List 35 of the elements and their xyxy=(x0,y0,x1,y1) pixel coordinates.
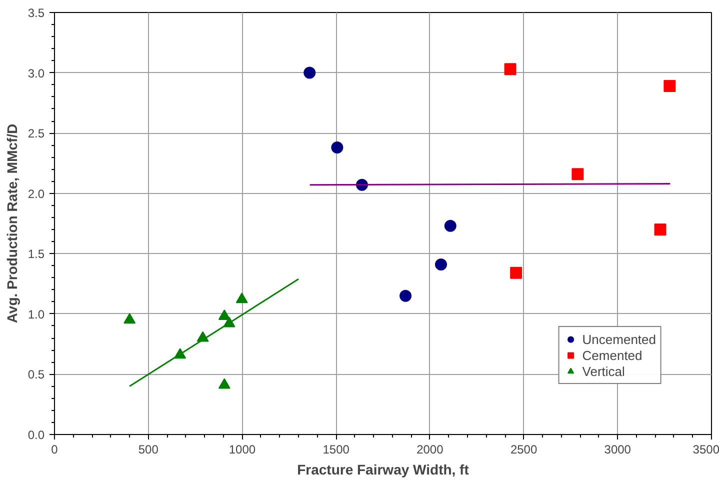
y-tick-label: 2.0 xyxy=(28,186,45,201)
point xyxy=(218,309,230,320)
point xyxy=(654,224,666,236)
point xyxy=(331,142,344,154)
x-tick-label: 2500 xyxy=(510,442,538,456)
y-tick-label: 0.5 xyxy=(28,368,45,382)
x-tick-label: 2000 xyxy=(416,442,444,456)
point xyxy=(400,290,412,302)
legend-label: Cemented xyxy=(582,347,642,363)
point xyxy=(664,80,676,92)
x-tick-label: 500 xyxy=(138,442,159,456)
point xyxy=(510,266,522,279)
x-axis-title: Fracture Fairway Width, ft xyxy=(297,462,470,478)
y-tick-label: 3.0 xyxy=(28,66,45,80)
x-tick-label: 3500 xyxy=(692,442,719,456)
x-tick-label: 3000 xyxy=(604,442,632,456)
point xyxy=(304,66,316,79)
point xyxy=(444,220,456,232)
legend-label: Vertical xyxy=(582,363,625,379)
legend-label: Uncemented xyxy=(582,331,656,347)
x-tick-label: 1500 xyxy=(322,442,350,456)
point xyxy=(435,258,448,270)
point xyxy=(218,378,230,389)
point xyxy=(124,313,136,324)
y-tick-label: 1.0 xyxy=(28,307,45,322)
y-tick-label: 1.5 xyxy=(28,247,45,262)
y-axis-title: Avg. Production Rate, MMcf/D xyxy=(4,124,20,324)
y-tick-label: 2.5 xyxy=(28,126,45,141)
point xyxy=(236,292,248,304)
y-tick-label: 0.0 xyxy=(28,428,45,442)
x-tick-label: 1000 xyxy=(228,442,256,456)
x-tick-label: 0 xyxy=(51,442,58,456)
point xyxy=(504,63,516,76)
y-tick-label: 3.5 xyxy=(28,6,45,20)
point xyxy=(572,168,584,180)
